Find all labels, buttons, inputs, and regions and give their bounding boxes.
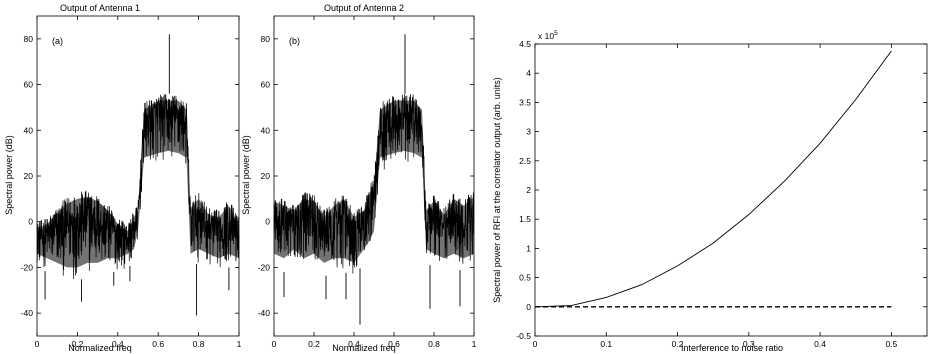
panel-a-title: Output of Antenna 1 [60, 3, 140, 13]
panel-a-ytick-label: 60 [24, 80, 34, 90]
panel-c-ticks: 0 0.1 0.2 0.3 0.4 0.5-0.500.511.522.533.544.5 [516, 39, 927, 349]
panel-a-ytick-label: -20 [21, 262, 34, 272]
panel-b-title: Output of Antenna 2 [324, 3, 404, 13]
panel-c-ytick-label: -0.5 [516, 331, 531, 341]
panel-rfi-vs-inr: x 105 Interference to noise ratio Spectr… [492, 30, 928, 353]
panel-b-xtick-label: 0 [272, 339, 277, 349]
panel-c-ytick-label: 2 [526, 185, 531, 195]
panel-b-xlabel: Normalized freq [332, 343, 396, 353]
panel-antenna-2: Output of Antenna 2 (b) Normalized freq … [241, 3, 477, 353]
panel-c-ytick-label: 1 [526, 243, 531, 253]
panel-c-exponent-label: x 105 [538, 30, 558, 41]
panel-b-xtick-label: 1 [472, 339, 477, 349]
panel-b-xtick-label: 0.2 [308, 339, 320, 349]
panel-a-axes-box [36, 15, 240, 337]
panel-c-ytick-label: 1.5 [519, 214, 531, 224]
panel-b-ytick-label: 80 [261, 34, 271, 44]
panel-b-ytick-label: 20 [261, 171, 271, 181]
panel-c-ytick-label: 2.5 [519, 156, 531, 166]
panel-a-ylabel: Spectral power (dB) [4, 135, 14, 215]
panel-a-xtick-label: 0.8 [193, 339, 205, 349]
panel-a-xtick-label: 0.2 [71, 339, 83, 349]
panel-a-ticks: 0 0.2 0.4 0.6 0.8 1 -40 -20 0 20 40 60 80 [21, 16, 242, 349]
panel-a-ytick-label: -40 [21, 308, 34, 318]
panel-c-ytick-label: 3.5 [519, 97, 531, 107]
panel-b-ytick-label: 40 [261, 125, 271, 135]
panel-a-traces [36, 34, 240, 316]
panel-b-xtick-label: 0.8 [428, 339, 440, 349]
panel-c-xtick-label: 0.3 [743, 339, 755, 349]
panel-b-ytick-label: -40 [258, 308, 271, 318]
panel-a-xtick-label: 0 [35, 339, 40, 349]
panel-c-exponent-power: 5 [554, 30, 558, 37]
panel-c-axes-box [534, 43, 928, 337]
panel-b-ytick-label: 0 [265, 217, 270, 227]
panel-c-exponent-base: x 10 [538, 31, 554, 41]
panel-c-xtick-label: 0.2 [672, 339, 684, 349]
panel-a-tag: (a) [52, 36, 63, 46]
panel-c-xtick-label: 0.4 [814, 339, 826, 349]
panel-a-ytick-label: 40 [24, 125, 34, 135]
panel-a-xtick-label: 1 [237, 339, 242, 349]
panel-a-xtick-label: 0.4 [112, 339, 124, 349]
panel-b-xtick-label: 0.6 [388, 339, 400, 349]
panel-b-axes-box [273, 15, 475, 337]
panel-b-ylabel: Spectral power (dB) [241, 135, 251, 215]
panel-c-ytick-label: 0 [526, 302, 531, 312]
panel-b-traces [273, 34, 475, 325]
panel-b-ytick-label: -20 [258, 262, 271, 272]
panel-b-xtick-label: 0.4 [348, 339, 360, 349]
panel-a-ytick-label: 20 [24, 171, 34, 181]
panel-c-ytick-label: 0.5 [519, 273, 531, 283]
panel-antenna-1: Output of Antenna 1 (a) Normalized freq … [4, 3, 242, 353]
panel-a-ytick-label: 0 [28, 217, 33, 227]
panel-b-ticks: 0 0.2 0.4 0.6 0.8 1 -40 -20 0 20 40 60 80 [258, 16, 477, 349]
panel-a-ytick-label: 80 [24, 34, 34, 44]
panel-c-traces [534, 50, 892, 308]
panel-c-ytick-label: 4.5 [519, 39, 531, 49]
panel-c-ytick-label: 3 [526, 127, 531, 137]
panel-c-ylabel: Spectral power of RFI at the correlator … [492, 77, 502, 303]
panel-a-xtick-label: 0.6 [152, 339, 164, 349]
panel-c-xtick-label: 0.1 [600, 339, 612, 349]
panel-a-spectrum-band [37, 100, 239, 268]
panel-c-xlabel: Interference to noise ratio [681, 343, 783, 353]
panel-c-ytick-label: 4 [526, 68, 531, 78]
panel-c-xtick-label: 0 [533, 339, 538, 349]
panel-b-tag: (b) [289, 36, 300, 46]
panel-a-xlabel: Normalized freq [68, 343, 132, 353]
panel-b-spectrum-band [274, 100, 474, 263]
panel-c-solid-series-line [534, 50, 892, 308]
panel-c-xtick-label: 0.5 [885, 339, 897, 349]
panel-b-ytick-label: 60 [261, 80, 271, 90]
